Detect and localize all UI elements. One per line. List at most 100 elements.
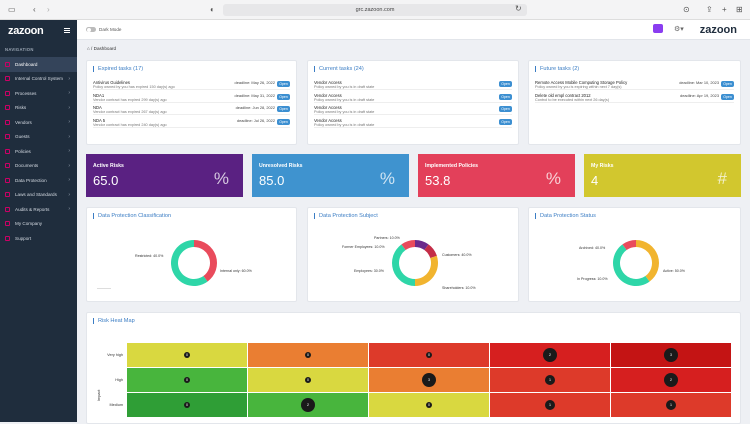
task-item: Vendor Access Policy owned by you is in d…: [314, 92, 512, 103]
sidebar-item-guests[interactable]: Guests ›: [0, 130, 77, 145]
heat-cell[interactable]: 0: [248, 343, 368, 367]
open-button[interactable]: Open: [499, 81, 512, 87]
back-icon[interactable]: ‹: [33, 5, 36, 14]
share-icon[interactable]: ⇪: [706, 5, 713, 14]
sidebar-toggle-icon[interactable]: ▭: [8, 5, 16, 14]
task-deadline: deadline: Jun 28, 2022: [235, 105, 275, 110]
kpi-card-active-risks[interactable]: Active Risks 65.0%: [86, 154, 243, 197]
sidebar-item-laws-and-standards[interactable]: Laws and Standards ›: [0, 188, 77, 203]
open-button[interactable]: Open: [499, 118, 512, 125]
heat-cell[interactable]: 2: [248, 393, 368, 417]
sidebar-item-policies[interactable]: Policies ›: [0, 144, 77, 159]
task-name: NDA: [93, 105, 102, 110]
sidebar-item-support[interactable]: Support: [0, 231, 77, 246]
settings-icon[interactable]: ⚙▾: [674, 26, 684, 33]
open-button[interactable]: Open: [721, 93, 734, 100]
donut-slice-internal-only[interactable]: [171, 240, 208, 286]
classification-donut: [171, 240, 217, 286]
task-item: NDA1 Vendor contract has expired 299 day(…: [93, 92, 290, 103]
heat-cell[interactable]: 2: [611, 368, 731, 392]
open-button[interactable]: Open: [277, 93, 290, 100]
heat-cell[interactable]: 0: [248, 368, 368, 392]
sidebar-item-vendors[interactable]: Vendors ›: [0, 115, 77, 130]
heat-cell[interactable]: 1: [490, 393, 610, 417]
heat-row-label: Very high: [107, 353, 123, 357]
kpi-card-unresolved-risks[interactable]: Unresolved Risks 85.0%: [252, 154, 409, 197]
task-item: NDA Vendor contract has expired 267 day(s…: [93, 104, 290, 115]
task-deadline: deadline: Mar 10, 2023: [679, 80, 719, 85]
heat-cell[interactable]: 0: [127, 393, 247, 417]
dark-mode-label: Dark Mode: [99, 27, 122, 32]
donut-slice-archived[interactable]: [636, 240, 659, 282]
open-button[interactable]: Open: [721, 81, 734, 87]
dark-mode-toggle[interactable]: [86, 27, 96, 32]
donut-slice-restricted[interactable]: [194, 240, 217, 282]
sidebar-item-my-company[interactable]: My Company: [0, 217, 77, 232]
heat-cell[interactable]: 1: [611, 393, 731, 417]
status-donut: [613, 240, 659, 286]
donut-label: Employees: 30.0%: [354, 269, 384, 273]
new-tab-icon[interactable]: +: [722, 5, 727, 14]
heat-cell[interactable]: 0: [127, 343, 247, 367]
tab-overview-icon[interactable]: ⊞: [736, 5, 743, 14]
notification-icon[interactable]: [653, 24, 663, 33]
home-icon[interactable]: ⌂: [87, 46, 90, 51]
open-button[interactable]: Open: [277, 118, 290, 125]
donut-slice-employees[interactable]: [415, 255, 438, 286]
heat-cell[interactable]: 0: [127, 368, 247, 392]
heat-count-badge: 0: [184, 377, 190, 383]
sidebar-item-internal-control-system[interactable]: Internal Control System ›: [0, 72, 77, 87]
donut-slice-former-employees[interactable]: [424, 244, 437, 259]
open-button[interactable]: Open: [277, 81, 290, 87]
task-description: Vendor contract has expired 299 day(s) a…: [93, 97, 167, 102]
address-bar[interactable]: grc.zazoon.com: [223, 4, 527, 16]
task-item: NDA 5 Vendor contract has expired 240 day…: [93, 117, 290, 128]
sidebar-item-processes[interactable]: Processes ›: [0, 86, 77, 101]
sidebar-item-audits-reports[interactable]: Audits & Reports ›: [0, 202, 77, 217]
data-protection-classification-card: Data Protection Classification Restricte…: [86, 207, 297, 302]
open-button[interactable]: Open: [499, 106, 512, 112]
menu-icon[interactable]: [64, 28, 70, 33]
sidebar-item-label: Internal Control System: [15, 76, 63, 82]
download-icon[interactable]: ⊙: [683, 5, 690, 14]
sidebar-item-data-protection[interactable]: Data Protection ›: [0, 173, 77, 188]
heat-cell[interactable]: 0: [369, 393, 489, 417]
task-description: Policy owned by you is in draft state: [314, 85, 375, 89]
app-logo[interactable]: zazoon: [8, 25, 44, 37]
open-button[interactable]: Open: [499, 93, 512, 100]
heat-count-badge: 0: [184, 402, 190, 408]
heat-cell[interactable]: 1: [490, 368, 610, 392]
task-item: Vendor Access Policy owned by you is in d…: [314, 79, 512, 90]
donut-slice-in-progress[interactable]: [622, 240, 636, 251]
sidebar-item-documents[interactable]: Documents ›: [0, 159, 77, 174]
chevron-right-icon: ›: [68, 75, 70, 82]
current-tasks-list: Vendor Access Policy owned by you is in d…: [314, 79, 512, 129]
donut-label: In Progress: 10.0%: [577, 277, 608, 281]
sidebar-item-risks[interactable]: Risks ›: [0, 101, 77, 116]
chevron-right-icon: ›: [68, 104, 70, 111]
reload-icon[interactable]: ↻: [515, 4, 522, 13]
heat-cell[interactable]: 2: [490, 343, 610, 367]
kpi-card-implemented-policies[interactable]: Implemented Policies 53.8%: [418, 154, 575, 197]
documents-icon: [5, 163, 10, 169]
task-name: Remote Access Mobile Computing Storage P…: [535, 80, 628, 85]
heat-cell[interactable]: 0: [369, 343, 489, 367]
heat-count-badge: 1: [545, 400, 555, 410]
open-button[interactable]: Open: [277, 106, 290, 112]
forward-icon[interactable]: ›: [47, 5, 50, 14]
donut-slice-customers[interactable]: [392, 244, 415, 286]
heat-count-badge: 3: [422, 373, 436, 387]
kpi-card-my-risks[interactable]: My Risks 4 #: [584, 154, 741, 197]
kpi-value: 65.0: [93, 173, 119, 188]
task-description: Policy owned by you is in draft state: [314, 97, 375, 102]
heat-count-badge: 2: [543, 348, 557, 362]
donut-slice-shareholders[interactable]: [401, 240, 415, 251]
sidebar-item-label: My Company: [15, 221, 43, 227]
donut-slice-partners[interactable]: [415, 240, 429, 251]
heat-cell[interactable]: 3: [611, 343, 731, 367]
hash-icon: #: [717, 169, 727, 188]
sidebar-item-dashboard[interactable]: Dashboard: [0, 57, 77, 72]
donut-slice-active[interactable]: [613, 244, 650, 286]
heat-cell[interactable]: 3: [369, 368, 489, 392]
task-deadline: deadline: Apr 19, 2023: [680, 92, 719, 98]
